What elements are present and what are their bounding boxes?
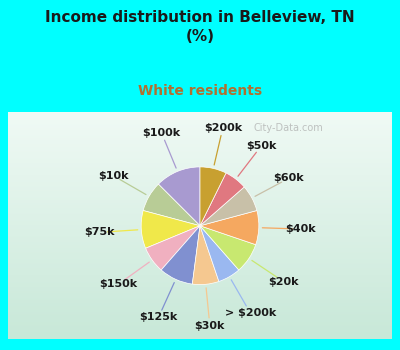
Text: $60k: $60k bbox=[273, 173, 304, 183]
Text: $150k: $150k bbox=[99, 279, 138, 289]
Text: $125k: $125k bbox=[140, 312, 178, 322]
Text: $10k: $10k bbox=[98, 170, 128, 181]
Text: City-Data.com: City-Data.com bbox=[253, 123, 323, 133]
Wedge shape bbox=[192, 226, 219, 285]
Text: $100k: $100k bbox=[142, 128, 181, 138]
Wedge shape bbox=[161, 226, 200, 284]
Wedge shape bbox=[158, 167, 200, 226]
Wedge shape bbox=[200, 173, 244, 226]
Text: $30k: $30k bbox=[195, 321, 225, 331]
Text: $50k: $50k bbox=[246, 141, 276, 151]
Text: $200k: $200k bbox=[204, 123, 242, 133]
Wedge shape bbox=[200, 210, 259, 245]
Text: $20k: $20k bbox=[268, 276, 299, 287]
Wedge shape bbox=[200, 226, 256, 270]
Wedge shape bbox=[146, 226, 200, 270]
Text: > $200k: > $200k bbox=[224, 308, 276, 318]
Wedge shape bbox=[200, 226, 239, 281]
Wedge shape bbox=[141, 210, 200, 248]
Text: Income distribution in Belleview, TN
(%): Income distribution in Belleview, TN (%) bbox=[45, 10, 355, 44]
Wedge shape bbox=[200, 187, 257, 226]
Text: $75k: $75k bbox=[84, 227, 115, 237]
Wedge shape bbox=[143, 184, 200, 226]
Wedge shape bbox=[200, 167, 226, 226]
Text: $40k: $40k bbox=[285, 224, 316, 234]
Text: White residents: White residents bbox=[138, 84, 262, 98]
